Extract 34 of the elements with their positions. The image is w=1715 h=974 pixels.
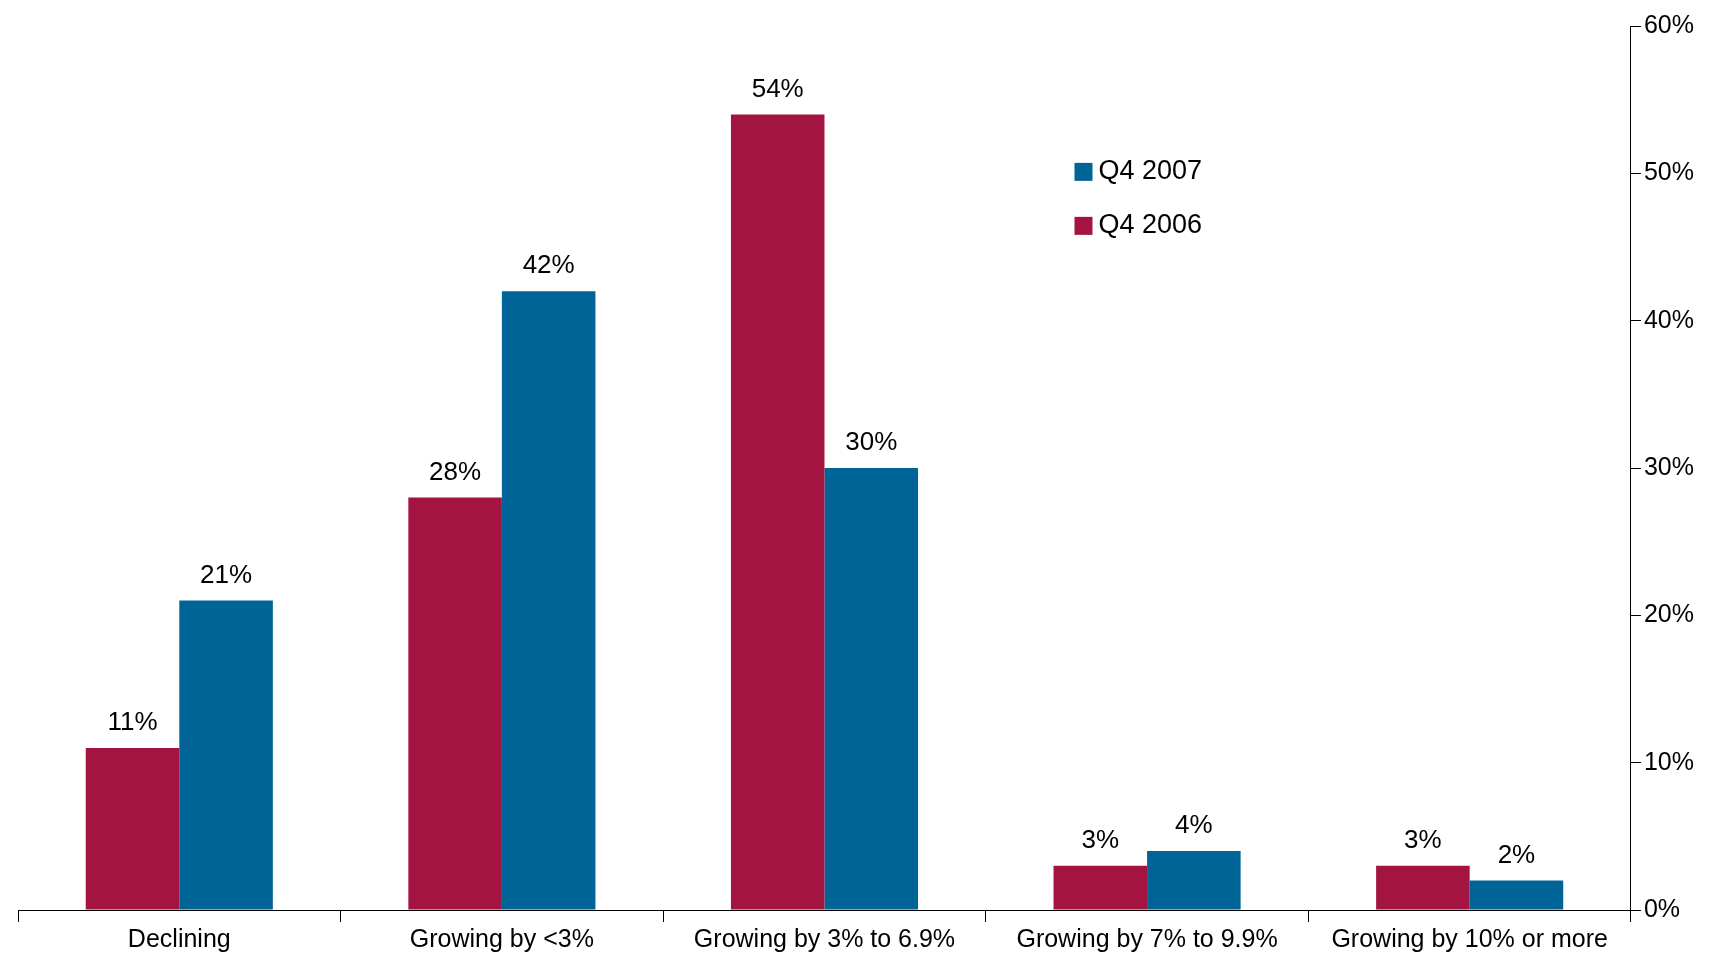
data-label: 54% [751, 72, 804, 103]
legend-label: Q4 2007 [1098, 155, 1203, 186]
data-label: 3% [1081, 823, 1120, 854]
y-tick-label: 50% [1643, 157, 1695, 186]
bar [85, 747, 180, 910]
bar [730, 114, 825, 910]
bar [1147, 851, 1241, 910]
bar [1053, 865, 1148, 910]
data-label: 42% [522, 249, 575, 280]
data-label: 30% [845, 426, 898, 457]
x-tick-label: Growing by 7% to 9.9% [1016, 923, 1278, 952]
data-label: 28% [429, 455, 482, 486]
bar [179, 600, 273, 910]
data-label: 21% [200, 558, 253, 589]
y-tick-label: 40% [1643, 304, 1695, 333]
bar [501, 291, 596, 910]
data-label: 4% [1175, 809, 1213, 840]
y-tick-label: 20% [1643, 599, 1695, 628]
legend-label: Q4 2006 [1098, 209, 1203, 240]
bar [408, 497, 502, 910]
x-tick-label: Growing by <3% [409, 923, 594, 952]
bar [1469, 880, 1564, 910]
y-tick-label: 30% [1643, 451, 1695, 480]
data-label: 3% [1404, 823, 1442, 854]
data-label: 11% [107, 706, 158, 737]
y-tick-label: 0% [1643, 893, 1681, 922]
bar [1376, 865, 1470, 910]
x-tick-label: Growing by 10% or more [1331, 923, 1608, 952]
bar [824, 468, 919, 910]
x-tick-label: Growing by 3% to 6.9% [693, 923, 956, 952]
y-tick-label: 60% [1643, 9, 1695, 38]
data-label: 2% [1497, 838, 1536, 869]
x-tick-label: Declining [127, 923, 231, 952]
y-tick-label: 10% [1643, 746, 1695, 775]
